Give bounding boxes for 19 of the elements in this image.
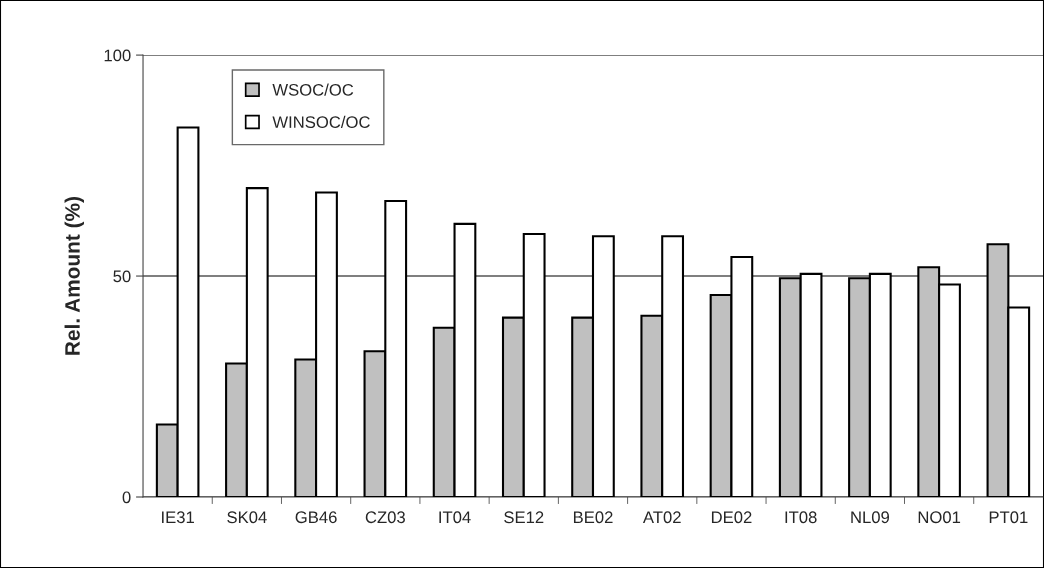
x-tick-label: DE02 — [711, 511, 752, 524]
x-tick-label: SE12 — [504, 511, 544, 524]
x-tick-label: NO01 — [918, 511, 961, 524]
legend-label: WSOC/OC — [272, 83, 354, 96]
y-tick-label: 0 — [122, 491, 131, 504]
x-tick-label: IE31 — [162, 511, 194, 524]
legend-label: WINSOC/OC — [272, 115, 370, 129]
x-tick-label: AT02 — [642, 511, 681, 524]
y-axis-title: Rel. Amount (%) — [64, 197, 84, 355]
x-tick-label: BE02 — [573, 511, 613, 524]
x-tick-label: NL09 — [851, 511, 890, 524]
x-tick-label: IT08 — [785, 511, 817, 524]
x-tick-label: IT04 — [439, 511, 471, 524]
y-tick-label: 100 — [104, 49, 131, 62]
x-tick-label: CZ03 — [365, 511, 405, 524]
x-tick-label: SK04 — [227, 511, 267, 524]
x-tick-label: PT01 — [989, 511, 1028, 524]
x-tick-label: GB46 — [295, 511, 337, 524]
y-tick-label: 50 — [113, 270, 131, 283]
